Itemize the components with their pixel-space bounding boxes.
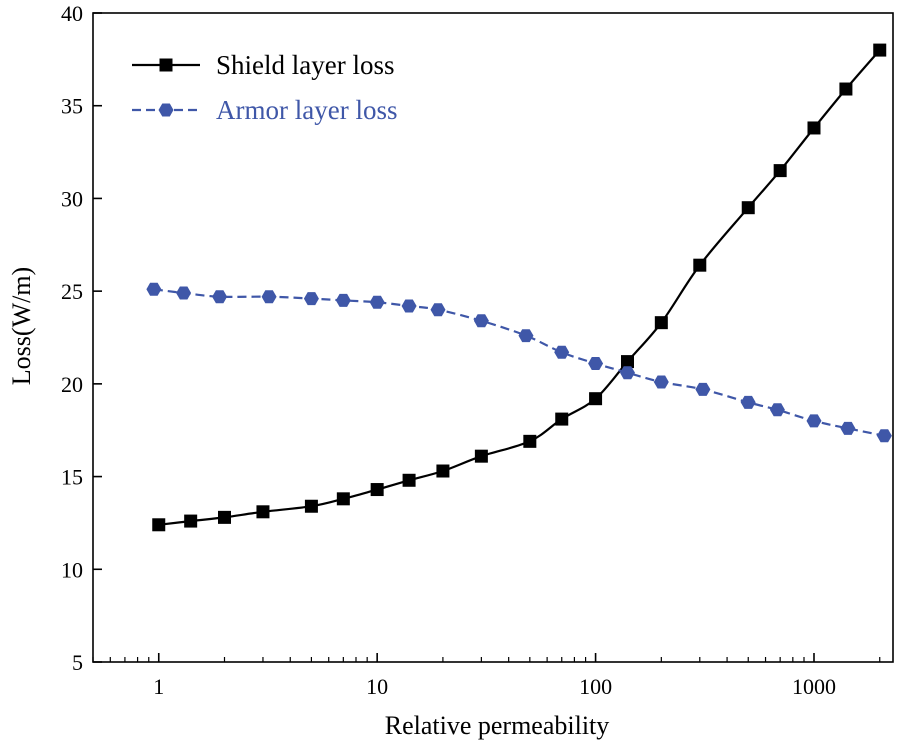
data-point [184,514,198,528]
axis-ticks: 5 10 15 20 25 30 35 40 1 10 100 1000 [61,1,881,699]
data-point [555,412,569,426]
data-point [402,473,416,487]
data-point [261,290,277,304]
data-point [152,518,166,532]
data-point [588,357,604,370]
legend-label: Shield layer loss [216,50,394,80]
data-point [256,505,270,519]
data-point [740,395,756,409]
data-point [620,355,634,369]
data-point [695,382,711,396]
data-point [840,421,856,435]
data-point [741,201,755,215]
x-tick-label: 10 [366,674,388,699]
data-point [769,403,785,417]
data-point [303,292,319,306]
plot-frame [92,12,894,663]
y-axis-title: Loss(W/m) [7,267,36,385]
data-point [839,82,853,96]
y-tick-label: 15 [61,465,83,490]
y-tick-label: 40 [61,1,83,26]
x-tick-label: 1 [153,674,164,699]
series-layer [146,43,892,532]
data-point [620,366,635,380]
y-tick-label: 10 [61,557,83,582]
data-point [693,258,707,272]
y-tick-label: 30 [61,186,83,211]
data-point [430,303,446,317]
x-tick-label: 100 [579,674,612,699]
y-tick-label: 35 [61,94,83,119]
x-tick-label: 1000 [792,674,836,699]
series-armor-layer-loss [146,282,892,443]
data-point [304,499,318,513]
data-point [474,449,488,463]
data-point [807,121,821,135]
series-shield-layer-loss [152,43,887,532]
data-point [518,329,534,343]
series-line [153,288,885,437]
data-point [554,345,570,359]
data-point [653,375,669,389]
data-point [370,483,384,497]
legend-marker [159,58,173,72]
data-point [401,299,417,313]
data-point [176,286,192,300]
legend-label: Armor layer loss [216,95,397,125]
data-point [876,429,892,443]
data-point [873,43,887,57]
data-point [773,164,787,178]
data-point [335,293,351,307]
data-point [473,314,489,328]
data-point [806,414,822,428]
data-point [369,295,385,309]
data-point [436,464,450,478]
legend: Shield layer loss Armor layer loss [132,50,397,125]
data-point [523,434,537,448]
x-axis-title: Relative permeability [385,711,610,740]
data-point [212,290,228,304]
legend-marker [158,103,174,117]
data-point [336,492,350,506]
plot-axes [92,12,894,663]
y-tick-label: 25 [61,279,83,304]
data-point [146,282,162,296]
data-point [217,510,231,524]
data-point [654,316,668,330]
data-point [589,392,603,406]
y-tick-label: 5 [72,650,83,675]
y-tick-label: 20 [61,372,83,397]
